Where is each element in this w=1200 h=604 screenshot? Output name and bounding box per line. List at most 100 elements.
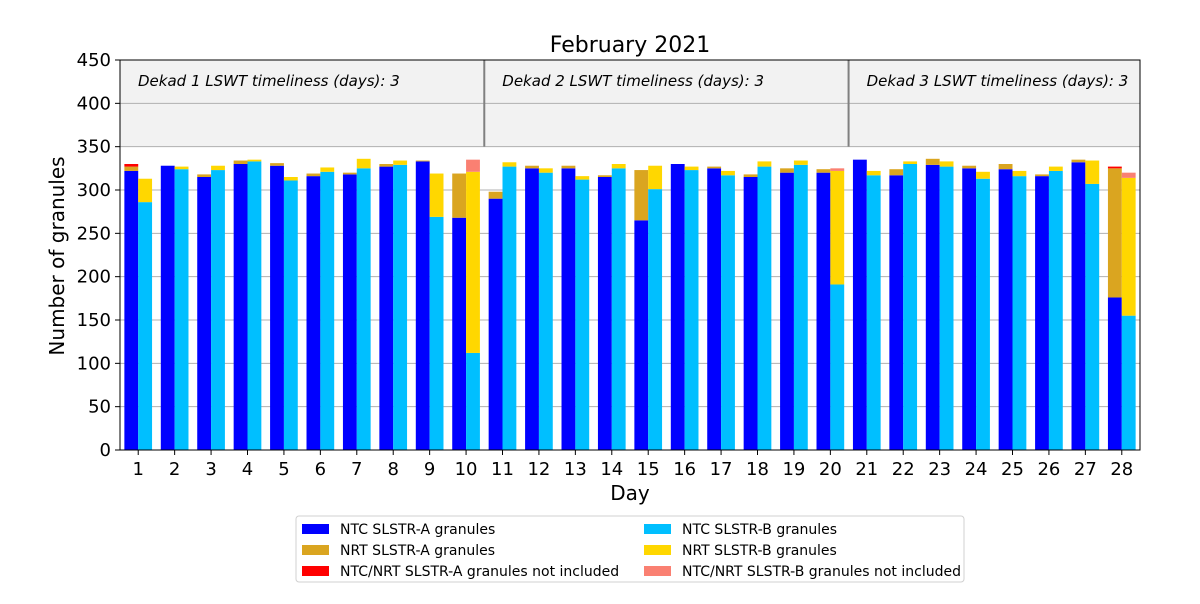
x-tick-label: 25 <box>1001 459 1024 480</box>
dekad-annotations: Dekad 1 LSWT timeliness (days): 3 Dekad 2… <box>138 72 1128 90</box>
bar-slstr-b-day-24 <box>976 178 990 450</box>
dekad-boundaries <box>483 60 850 147</box>
bar-slstr-b-day-10 <box>466 171 480 353</box>
x-tick-label: 20 <box>819 459 842 480</box>
bar-slstr-b-day-20 <box>830 170 845 285</box>
bar-slstr-b-day-26 <box>1048 166 1063 171</box>
legend-swatch <box>302 545 329 555</box>
bar-slstr-a-day-13 <box>561 165 576 169</box>
bar-slstr-b-day-10 <box>466 352 480 450</box>
bar-slstr-b-day-17 <box>721 170 735 176</box>
bar-slstr-b-day-28 <box>1121 177 1136 316</box>
x-tick-label: 26 <box>1037 459 1060 480</box>
bar-slstr-a-day-20 <box>816 172 831 450</box>
bar-slstr-a-day-10 <box>452 173 467 218</box>
bar-slstr-b-day-18 <box>757 166 772 450</box>
bar-slstr-b-day-5 <box>283 177 298 181</box>
dekad-annotation: Dekad 1 LSWT timeliness (days): 3 <box>138 72 400 90</box>
x-tick-label: 13 <box>564 459 587 480</box>
y-tick-label: 200 <box>77 267 111 288</box>
legend-swatch <box>644 545 671 555</box>
bar-slstr-b-day-5 <box>283 180 298 450</box>
bar-slstr-a-day-23 <box>925 164 940 450</box>
x-tick-label: 7 <box>351 459 362 480</box>
x-tick-label: 6 <box>315 459 326 480</box>
y-axis-label: Number of granules <box>45 156 69 355</box>
legend-swatch <box>302 524 329 534</box>
bar-slstr-b-day-11 <box>502 162 517 167</box>
bar-slstr-b-day-1 <box>138 202 153 450</box>
bar-slstr-b-day-13 <box>575 179 590 450</box>
bar-slstr-a-day-26 <box>1035 176 1049 450</box>
bar-slstr-a-day-15 <box>634 170 649 221</box>
bar-slstr-b-day-14 <box>611 164 626 169</box>
bar-slstr-a-day-8 <box>379 166 394 450</box>
bar-slstr-a-day-8 <box>379 164 394 167</box>
bar-slstr-b-day-4 <box>247 161 262 450</box>
bar-slstr-b-day-27 <box>1085 160 1100 184</box>
legend-swatch <box>644 566 671 576</box>
bar-slstr-a-day-10 <box>452 217 467 450</box>
x-tick-label: 3 <box>205 459 216 480</box>
bar-slstr-b-day-20 <box>830 168 845 171</box>
bar-slstr-b-day-7 <box>356 168 371 451</box>
bar-slstr-a-day-21 <box>852 159 867 450</box>
bar-slstr-b-day-21 <box>866 175 881 450</box>
bar-slstr-b-day-18 <box>757 161 772 167</box>
y-tick-label: 400 <box>77 93 111 114</box>
x-tick-label: 8 <box>387 459 398 480</box>
x-tick-label: 24 <box>965 459 988 480</box>
legend-label: NTC SLSTR-A granules <box>340 522 495 538</box>
bar-slstr-b-day-25 <box>1012 170 1027 177</box>
bar-slstr-a-day-7 <box>342 174 357 450</box>
bar-slstr-b-day-17 <box>721 175 735 450</box>
bar-slstr-b-day-22 <box>903 161 918 164</box>
bar-slstr-b-day-12 <box>538 172 553 450</box>
bar-slstr-b-day-8 <box>393 164 408 450</box>
bar-slstr-b-day-20 <box>830 284 845 450</box>
bar-slstr-b-day-15 <box>648 189 663 450</box>
bar-slstr-b-day-8 <box>393 160 408 165</box>
legend-swatch <box>302 566 329 576</box>
bar-slstr-a-day-19 <box>780 172 794 450</box>
bar-slstr-a-day-25 <box>998 164 1013 170</box>
bar-slstr-b-day-22 <box>903 164 918 450</box>
x-tick-label: 11 <box>491 459 514 480</box>
bar-slstr-a-day-22 <box>889 169 904 176</box>
y-tick-label: 100 <box>77 353 111 374</box>
bar-slstr-b-day-13 <box>575 176 590 180</box>
x-tick-label: 1 <box>132 459 143 480</box>
bar-slstr-a-day-14 <box>597 177 612 450</box>
bar-slstr-b-day-9 <box>429 216 444 450</box>
bar-slstr-b-day-4 <box>247 159 262 162</box>
bar-slstr-a-day-12 <box>525 168 539 451</box>
bar-slstr-b-day-11 <box>502 166 517 450</box>
bar-slstr-a-day-13 <box>561 168 576 451</box>
y-tick-label: 150 <box>77 310 111 331</box>
bar-slstr-a-day-14 <box>597 175 612 177</box>
x-tick-label: 19 <box>782 459 805 480</box>
y-axis: 0 50 100 150 200 250 300 350 400 450 <box>77 50 120 461</box>
bar-slstr-b-day-6 <box>320 167 335 172</box>
plot-frame <box>119 59 1141 451</box>
legend-label: NRT SLSTR-A granules <box>340 543 495 559</box>
y-tick-label: 350 <box>77 137 111 158</box>
bar-slstr-b-day-10 <box>466 159 480 172</box>
bar-slstr-a-day-6 <box>306 176 321 450</box>
bar-slstr-b-day-24 <box>976 171 990 179</box>
bar-slstr-b-day-9 <box>429 173 444 217</box>
bar-slstr-b-day-23 <box>939 166 954 450</box>
legend-box <box>295 515 965 583</box>
x-axis: 1 2 3 4 5 6 7 8 9 10 11 12 13 14 15 16 17 18 19 20 21 22 23 24 2… <box>132 450 1133 480</box>
bar-slstr-b-day-27 <box>1085 183 1100 450</box>
bar-slstr-a-day-27 <box>1071 159 1086 163</box>
bar-slstr-a-day-17 <box>707 166 722 169</box>
bar-slstr-b-day-16 <box>684 170 699 451</box>
x-tick-label: 15 <box>637 459 660 480</box>
y-tick-label: 250 <box>77 223 111 244</box>
legend: NTC SLSTR-A granules NTC SLSTR-B granules… <box>295 515 965 583</box>
bar-slstr-b-day-28 <box>1121 315 1136 450</box>
dekad-annotation: Dekad 3 LSWT timeliness (days): 3 <box>867 72 1129 90</box>
